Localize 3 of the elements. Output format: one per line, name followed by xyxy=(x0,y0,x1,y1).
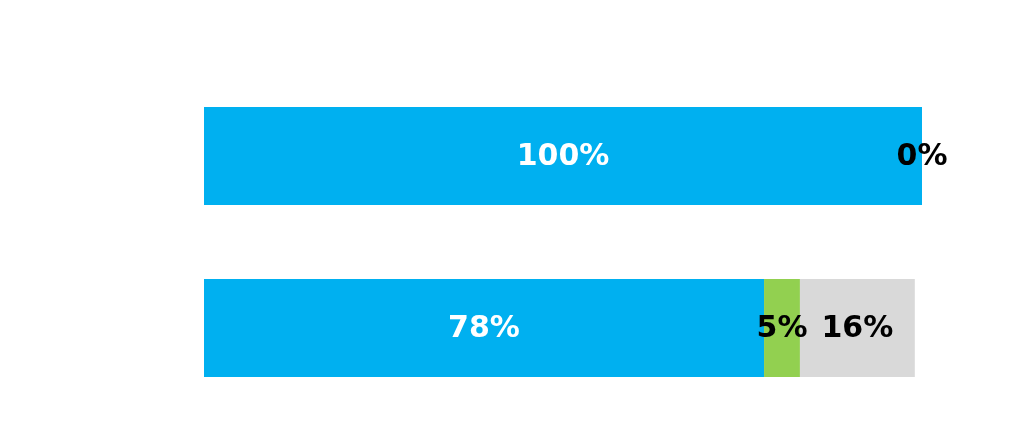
data-label: 100% xyxy=(516,137,610,172)
data-label: 78% xyxy=(448,309,520,344)
data-label: 16% xyxy=(821,309,894,344)
